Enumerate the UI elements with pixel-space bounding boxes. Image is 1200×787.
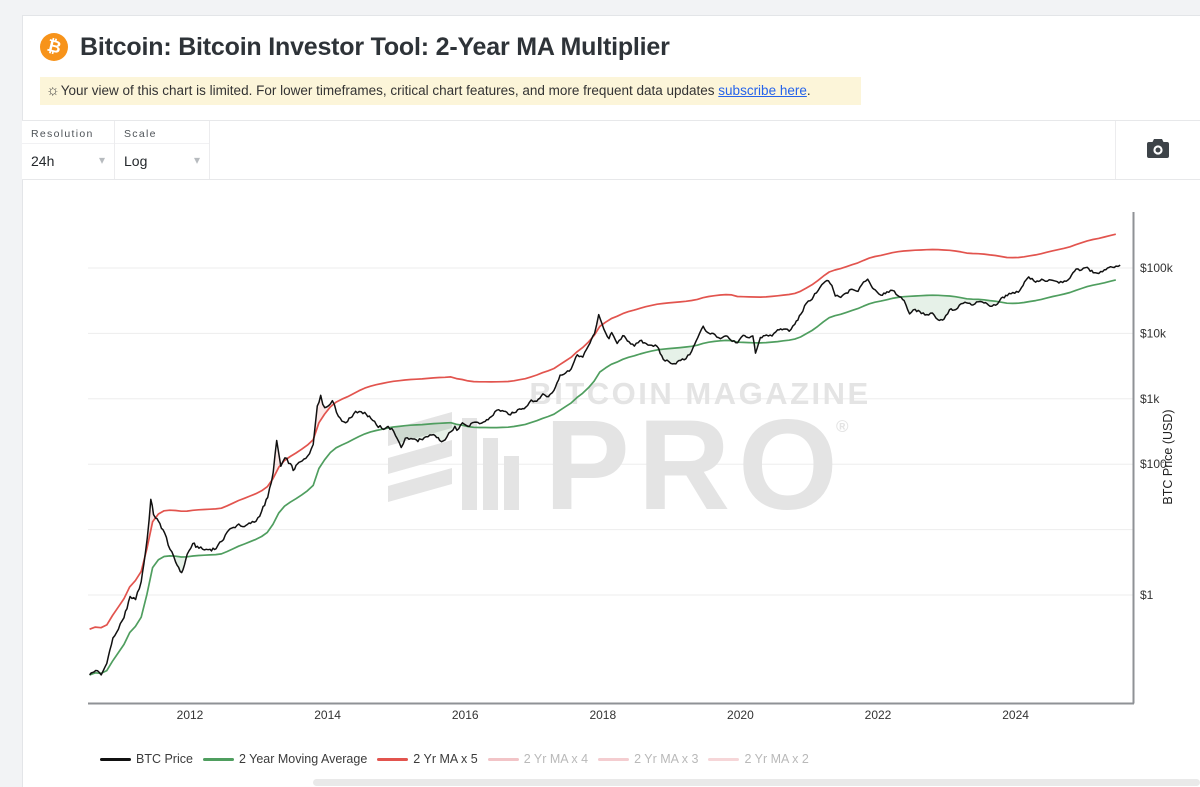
subscribe-link[interactable]: subscribe here [718,83,807,98]
notice-text: Your view of this chart is limited. For … [60,83,719,98]
legend-item-2-yr-ma-x-4[interactable]: 2 Yr MA x 4 [487,752,589,766]
bitcoin-icon: ₿ [40,33,68,61]
y-tick-label: $1 [1140,588,1154,602]
legend-item-2-yr-ma-x-5[interactable]: 2 Yr MA x 5 [377,752,478,766]
legend-label: 2 Yr MA x 2 [744,752,809,766]
legend-swatch [202,757,234,761]
legend-label: 2 Yr MA x 4 [523,752,589,766]
chart-canvas[interactable]: BITCOIN MAGAZINE PRO ® $100k$10k$1k$100$… [0,180,1200,740]
ma-line [89,279,1117,676]
legend-swatch [377,757,409,761]
watermark-line1: BITCOIN MAGAZINE [529,376,870,411]
y-tick-label: $100k [1140,261,1174,275]
notice-text-end: . [806,83,811,98]
legend-item-2-yr-ma-x-2[interactable]: 2 Yr MA x 2 [708,752,809,766]
page-title: Bitcoin: Bitcoin Investor Tool: 2-Year M… [80,33,670,61]
scale-select[interactable]: Log ▾ [115,144,209,180]
x-tick-label: 2012 [177,708,204,722]
scale-control: Scale Log ▾ [115,121,210,179]
x-tick-label: 2024 [1002,708,1029,722]
legend-label: BTC Price [136,752,193,766]
bitcoin-glyph: ₿ [44,35,64,58]
limited-view-notice: ☼Your view of this chart is limited. For… [40,77,861,105]
y-axis-title: BTC Price (USD) [1161,409,1175,504]
legend-item-2-year-moving-average[interactable]: 2 Year Moving Average [202,752,368,766]
resolution-control: Resolution 24h ▾ [22,121,115,179]
legend-swatch [708,757,740,761]
y-tick-label: $10k [1140,326,1167,340]
bitcoin-magazine-logo-mark-icon [388,412,519,510]
x-tick-label: 2022 [865,708,892,722]
series-lines [89,233,1121,676]
legend-swatch [100,757,131,761]
legend-label: 2 Yr MA x 5 [413,752,478,766]
resolution-value: 24h [31,153,55,169]
scale-label: Scale [115,121,209,144]
resolution-label: Resolution [22,121,114,144]
watermark: BITCOIN MAGAZINE PRO ® [388,376,870,537]
legend-swatch [598,757,630,761]
y-tick-label: $1k [1140,392,1160,406]
horizontal-scrollbar[interactable] [313,779,1200,786]
legend-label: 2 Yr MA x 3 [634,752,699,766]
x-tick-label: 2020 [727,708,754,722]
x-tick-label: 2014 [314,708,341,722]
watermark-pro: PRO [544,394,845,537]
legend-swatch [487,757,519,761]
legend-label: 2 Year Moving Average [238,752,368,766]
axis-lines [88,212,1135,705]
screenshot-section [1115,121,1200,179]
camera-icon [1147,139,1169,158]
screenshot-button[interactable] [1143,135,1173,165]
tick-labels: $100k $10k $1k $100 $1 2012 2014 2016 2018 2020 20… [177,261,1174,722]
btc-price-line [89,264,1121,676]
y-tick-label: $100 [1140,457,1167,471]
legend-item-btc-price[interactable]: BTC Price [100,752,193,766]
chart-legend: BTC Price 2 Year Moving Average 2 Yr MA x … [100,746,809,772]
gridlines [88,267,1133,596]
chart-toolbar: Resolution 24h ▾ Scale Log ▾ [22,120,1200,180]
chevron-down-icon: ▾ [98,153,105,167]
chevron-down-icon: ▾ [193,153,200,167]
x-tick-label: 2016 [452,708,479,722]
resolution-select[interactable]: 24h ▾ [22,144,114,180]
x-tick-label: 2018 [589,708,616,722]
watermark-registered-mark: ® [836,417,849,436]
legend-item-2-yr-ma-x-3[interactable]: 2 Yr MA x 3 [598,752,698,766]
sun-icon: ☼ [46,82,60,99]
scale-value: Log [124,153,148,169]
